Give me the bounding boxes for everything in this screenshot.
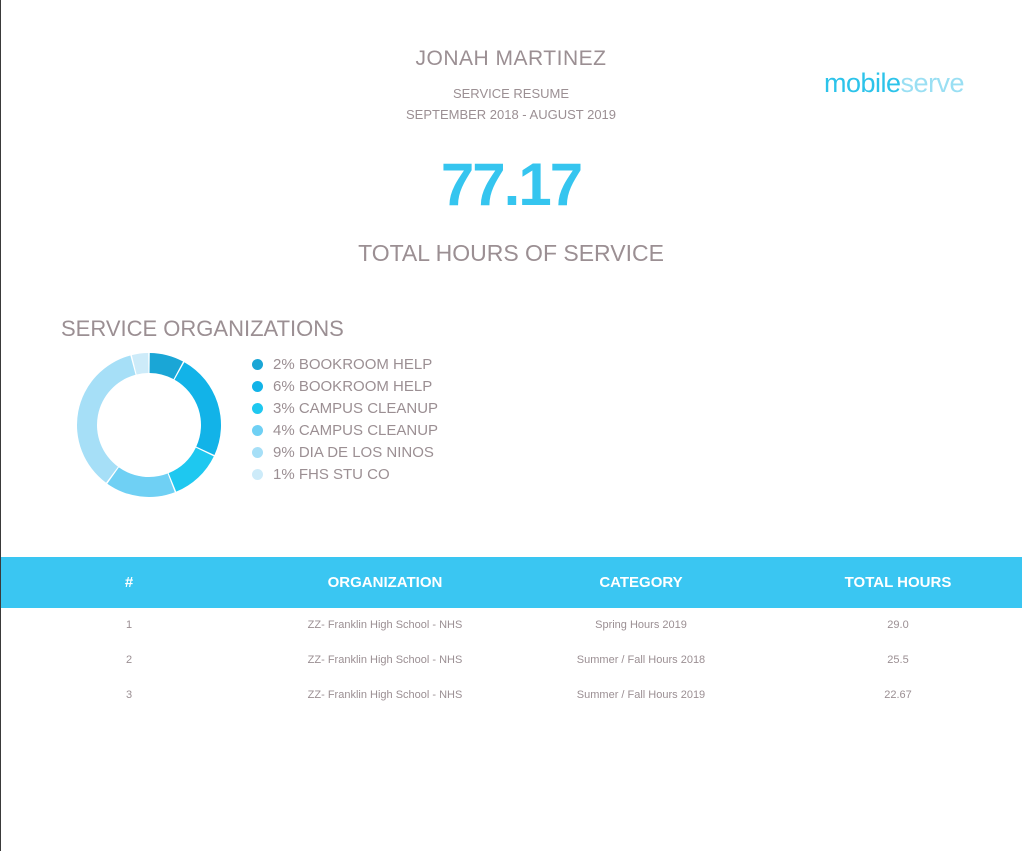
donut-slice: [168, 447, 214, 492]
service-organizations-title: SERVICE ORGANIZATIONS: [61, 316, 344, 341]
row-organization: ZZ- Franklin High School - NHS: [307, 619, 463, 631]
legend-item: 3% CAMPUS CLEANUP: [250, 397, 438, 419]
legend-item: 4% CAMPUS CLEANUP: [250, 419, 438, 441]
total-hours-value: 77.17: [440, 151, 583, 218]
legend-dot-icon: [252, 358, 263, 370]
column-header-category: CATEGORY: [599, 574, 683, 591]
table-row: 2 ZZ- Franklin High School - NHS Summer …: [1, 643, 1022, 678]
mobileserve-logo: mobileserve: [824, 68, 965, 99]
column-header-total-hours: TOTAL HOURS: [844, 574, 952, 591]
donut-slice: [131, 353, 149, 375]
legend-dot-icon: [252, 424, 263, 436]
date-range: SEPTEMBER 2018 - AUGUST 2019: [405, 107, 617, 122]
donut-slice: [174, 362, 221, 455]
donut-slice: [107, 467, 175, 497]
legend-label: 9% DIA DE LOS NINOS: [273, 443, 434, 461]
column-header-organization: ORGANIZATION: [327, 574, 443, 591]
legend-label: 3% CAMPUS CLEANUP: [273, 399, 439, 417]
legend-item: 1% FHS STU CO: [250, 463, 438, 485]
donut-slice: [77, 355, 136, 483]
service-organizations-donut-chart: [77, 353, 221, 497]
legend-label: 1% FHS STU CO: [273, 465, 390, 483]
legend-dot-icon: [252, 380, 263, 392]
logo-text-serve: serve: [900, 68, 965, 98]
table-row: 3 ZZ- Franklin High School - NHS Summer …: [1, 678, 1022, 713]
row-category: Summer / Fall Hours 2018: [576, 654, 706, 666]
row-number: 3: [125, 689, 133, 701]
chart-legend: 2% BOOKROOM HELP 6% BOOKROOM HELP 3% CAMPU…: [250, 353, 438, 485]
row-organization: ZZ- Franklin High School - NHS: [307, 689, 463, 701]
table-header-row: # ORGANIZATION CATEGORY TOTAL HOURS: [1, 557, 1022, 608]
legend-label: 2% BOOKROOM HELP: [273, 355, 433, 373]
donut-slices: [77, 353, 221, 497]
column-header-number: #: [124, 574, 134, 591]
row-category: Summer / Fall Hours 2019: [576, 689, 706, 701]
row-total-hours: 25.5: [887, 654, 909, 666]
legend-dot-icon: [252, 446, 263, 458]
total-hours-label: TOTAL HOURS OF SERVICE: [358, 240, 664, 266]
row-number: 2: [125, 654, 133, 666]
row-total-hours: 29.0: [887, 619, 909, 631]
row-total-hours: 22.67: [884, 689, 912, 701]
legend-dot-icon: [252, 402, 263, 414]
legend-item: 6% BOOKROOM HELP: [250, 375, 438, 397]
legend-item: 2% BOOKROOM HELP: [250, 353, 438, 375]
row-category: Spring Hours 2019: [595, 619, 687, 631]
page-left-border: [0, 0, 1, 851]
student-name: JONAH MARTINEZ: [415, 47, 607, 70]
legend-label: 6% BOOKROOM HELP: [273, 377, 433, 395]
donut-slice: [149, 353, 184, 380]
logo-text-mobile: mobile: [824, 68, 901, 98]
row-number: 1: [125, 619, 133, 631]
document-subtitle: SERVICE RESUME: [452, 86, 570, 101]
legend-item: 9% DIA DE LOS NINOS: [250, 441, 438, 463]
legend-dot-icon: [252, 468, 263, 480]
row-organization: ZZ- Franklin High School - NHS: [307, 654, 463, 666]
table-row: 1 ZZ- Franklin High School - NHS Spring …: [1, 608, 1022, 643]
legend-label: 4% CAMPUS CLEANUP: [273, 421, 439, 439]
